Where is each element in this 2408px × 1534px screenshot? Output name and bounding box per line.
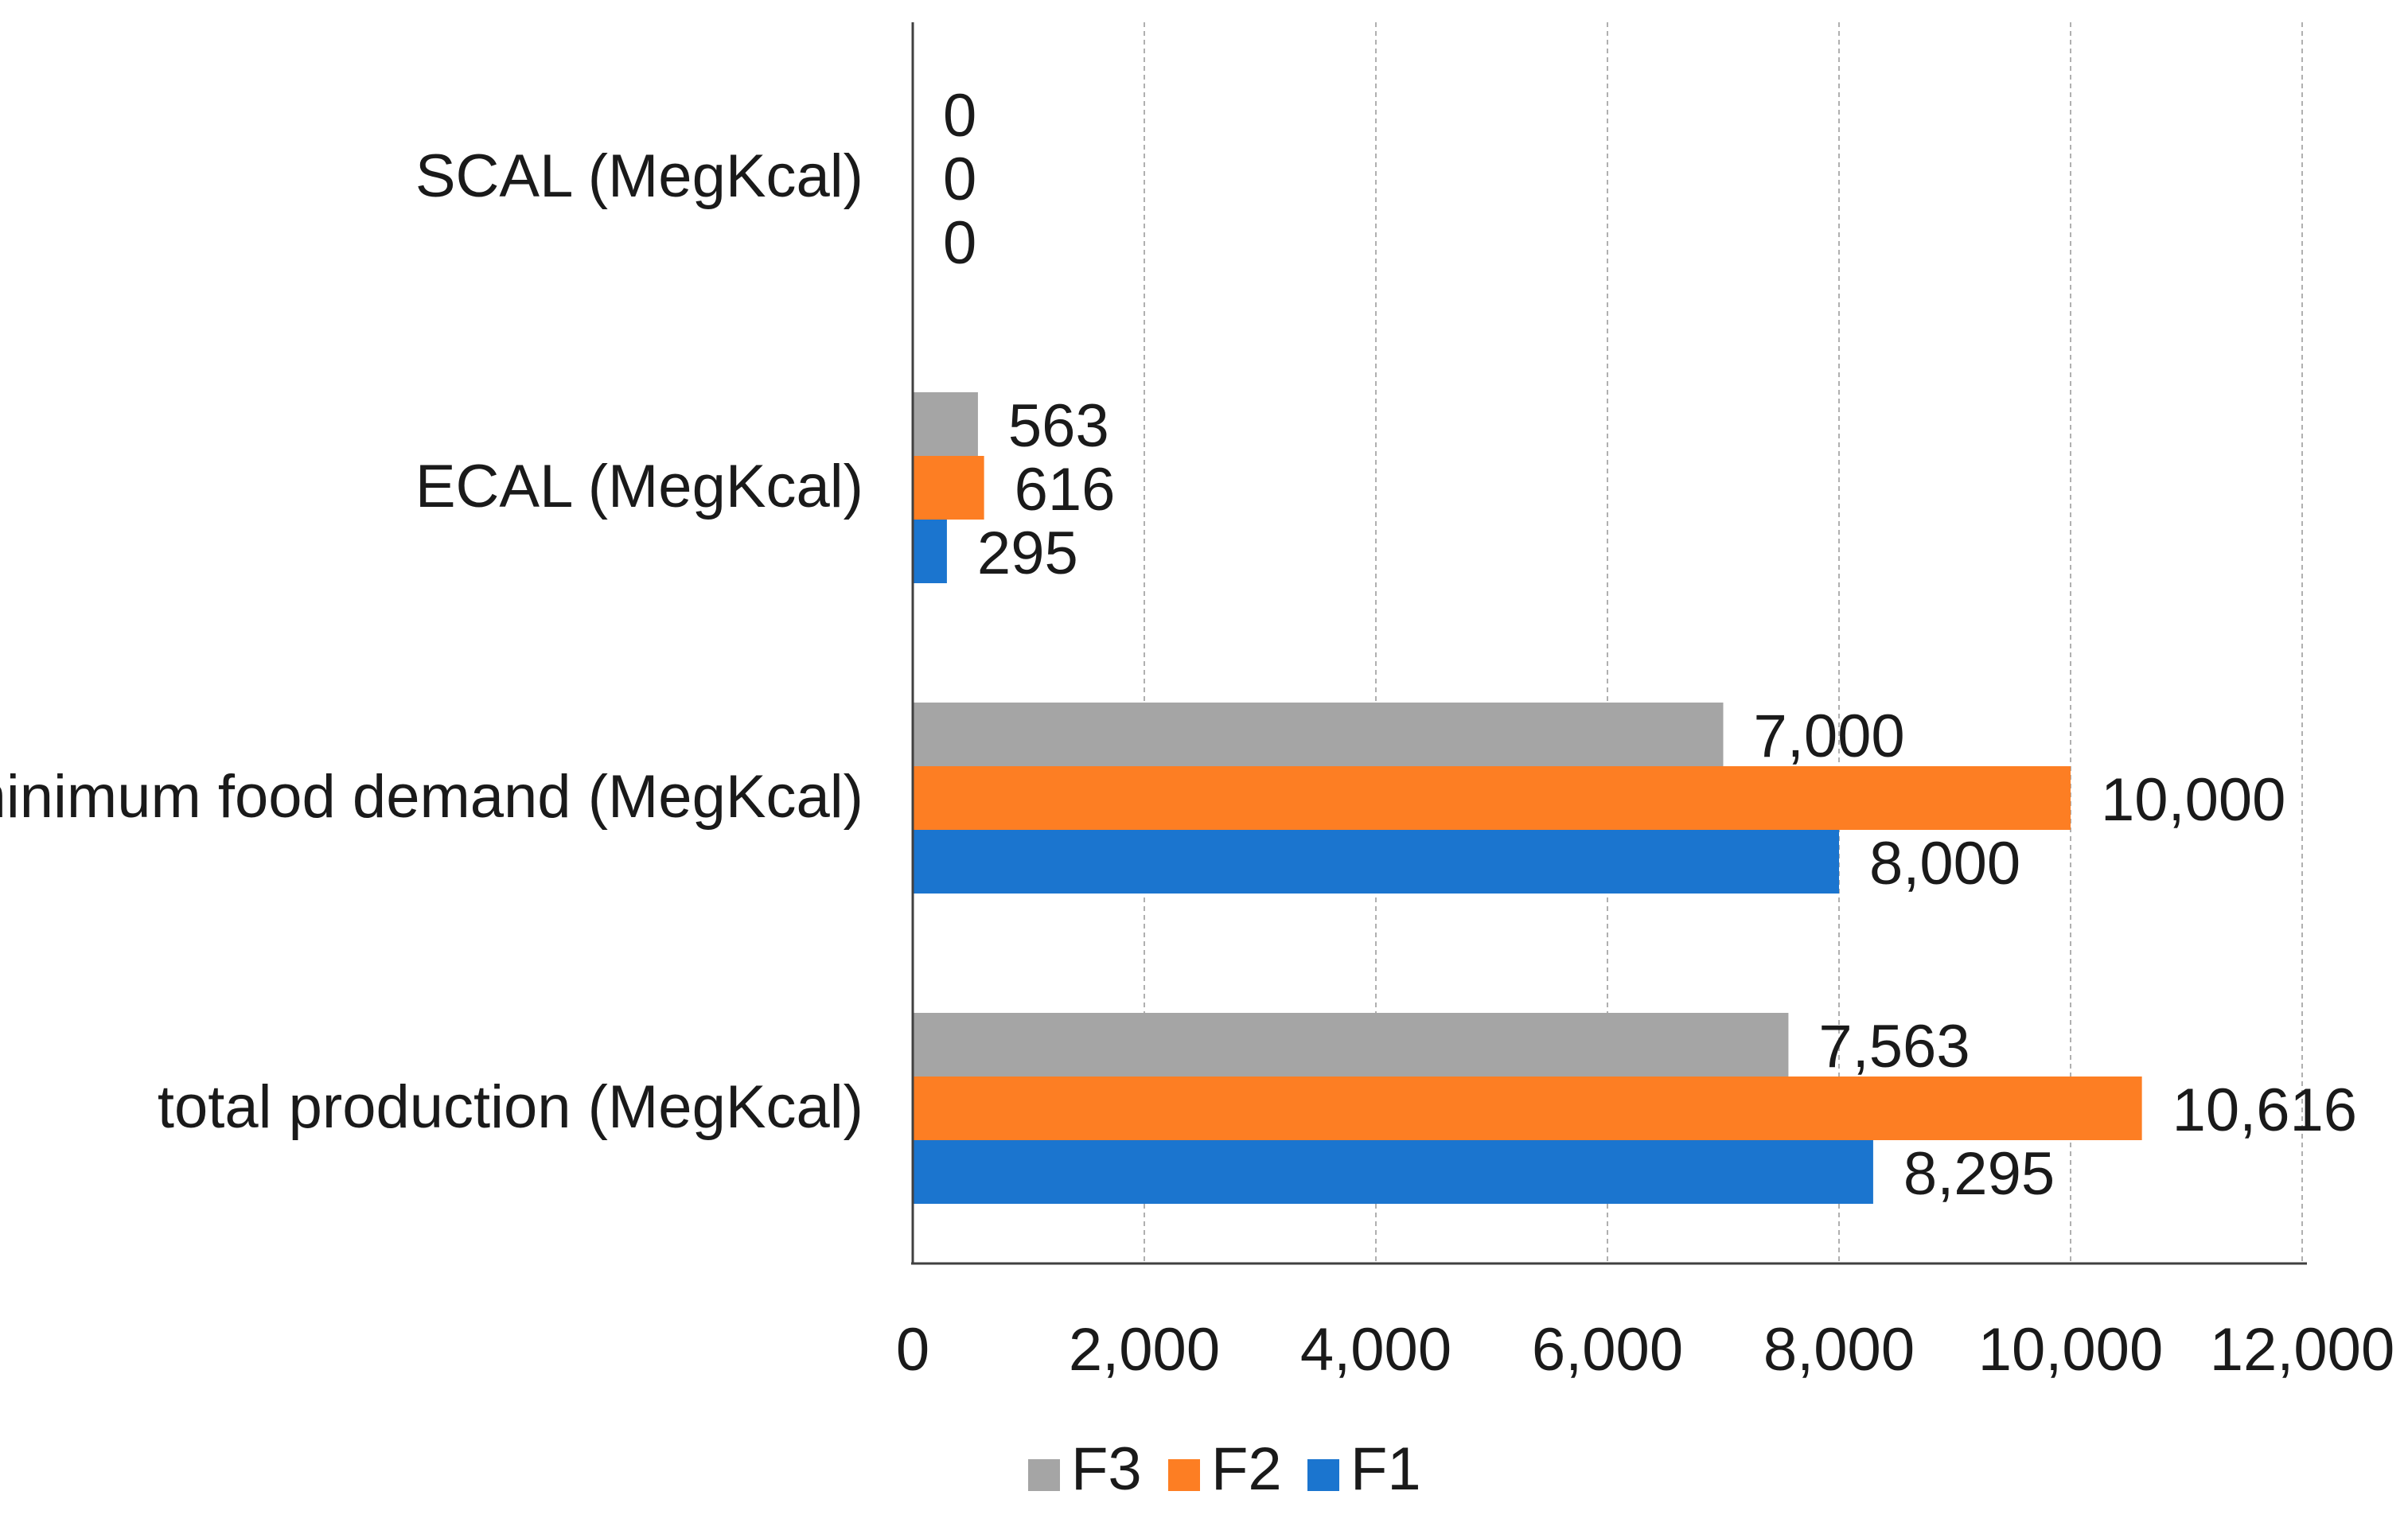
data-label: 8,295 [1903, 1140, 2055, 1208]
bar-f3 [913, 1013, 1789, 1077]
data-label: 10,000 [2101, 766, 2285, 834]
bar-f3 [913, 392, 978, 456]
data-labels: 0005636162957,00010,0008,0007,56310,6168… [943, 82, 2357, 1208]
y-category-label: total production (MegKcal) [158, 1073, 863, 1141]
bar-f2 [913, 1077, 2142, 1140]
x-tick-label: 4,000 [1300, 1316, 1451, 1384]
x-tick-label: 10,000 [1978, 1316, 2163, 1384]
data-label: 10,616 [2172, 1077, 2357, 1144]
bar-f2 [913, 766, 2071, 830]
data-label: 0 [943, 82, 976, 150]
x-tick-label: 8,000 [1763, 1316, 1915, 1384]
legend-label-f1: F1 [1350, 1435, 1421, 1503]
axes: 0 2,000 4,000 6,000 8,000 10,000 12,000 SCAL (M… [0, 22, 2394, 1384]
data-label: 616 [1015, 456, 1116, 524]
legend-swatch-f3 [1028, 1459, 1060, 1491]
bar-f1 [913, 1140, 1873, 1204]
legend-label-f3: F3 [1071, 1435, 1142, 1503]
legend: F3 F2 F1 [1028, 1435, 1421, 1503]
y-category-label: SCAL (MegKcal) [415, 142, 863, 210]
data-label: 7,000 [1754, 703, 1905, 770]
x-tick-label: 12,000 [2210, 1316, 2394, 1384]
data-label: 295 [977, 520, 1078, 587]
data-label: 7,563 [1818, 1013, 1970, 1080]
legend-label-f2: F2 [1211, 1435, 1282, 1503]
data-label: 0 [943, 146, 976, 213]
data-label: 563 [1008, 392, 1109, 460]
legend-swatch-f2 [1168, 1459, 1200, 1491]
x-tick-label: 0 [896, 1316, 929, 1384]
y-category-label: ECAL (MegKcal) [415, 453, 863, 520]
x-tick-label: 6,000 [1532, 1316, 1683, 1384]
bars [913, 392, 2142, 1204]
y-category-label: minimum food demand (MegKcal) [0, 763, 863, 831]
bar-f2 [913, 456, 984, 520]
data-label: 8,000 [1869, 830, 2020, 897]
x-tick-label: 2,000 [1069, 1316, 1220, 1384]
bar-f3 [913, 703, 1724, 766]
legend-swatch-f1 [1307, 1459, 1339, 1491]
data-label: 0 [943, 209, 976, 277]
bar-f1 [913, 830, 1839, 894]
bar-f1 [913, 520, 947, 583]
